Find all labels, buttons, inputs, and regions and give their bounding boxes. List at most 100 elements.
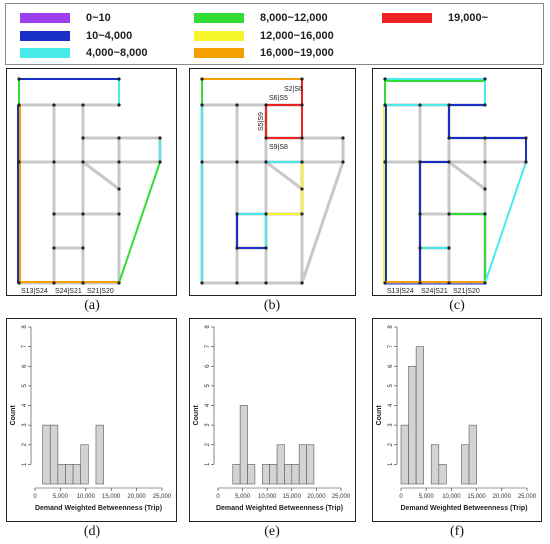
edge-annotation: S24|S21 bbox=[55, 288, 82, 295]
y-tick-label: 4 bbox=[22, 403, 28, 407]
histogram-bar bbox=[298, 444, 307, 485]
edge-annotation: S2|S6 bbox=[284, 86, 303, 93]
legend-item: 8,000~12,000 bbox=[194, 12, 328, 24]
y-tick-label: 2 bbox=[388, 442, 394, 446]
network-panel-a: S13|S24 S24|S21 S21|S20 bbox=[6, 68, 177, 296]
legend-swatch bbox=[194, 31, 244, 41]
histogram-bar bbox=[438, 464, 447, 485]
legend-item: 19,000~ bbox=[382, 12, 488, 24]
y-tick-label: 1 bbox=[22, 462, 28, 466]
legend-item: 16,000~19,000 bbox=[194, 47, 334, 59]
y-tick-label: 3 bbox=[22, 423, 28, 427]
x-tick-label: 0 bbox=[33, 494, 37, 500]
y-tick-label: 7 bbox=[22, 344, 28, 348]
edge-annotation: S13|S24 bbox=[21, 288, 48, 295]
panel-label-a: (a) bbox=[84, 298, 100, 313]
legend-swatch bbox=[20, 13, 70, 23]
y-tick-label: 6 bbox=[388, 364, 394, 368]
x-axis-title: Demand Weighted Betweenness (Trip) bbox=[216, 505, 343, 512]
y-tick-label: 7 bbox=[205, 344, 211, 348]
legend-label: 0~10 bbox=[86, 12, 111, 24]
edge-annotation: S21|S20 bbox=[453, 288, 480, 295]
histogram-bar bbox=[57, 464, 66, 485]
histogram-bar bbox=[306, 444, 315, 485]
histogram-panel-e: 0 5,000 10,000 15,000 20,000 25,000 1 2 3 4 5 6 7 8 De… bbox=[189, 318, 356, 522]
histogram-bar bbox=[284, 464, 293, 485]
histogram-bar bbox=[400, 424, 409, 485]
histogram-f: 0 5,000 10,000 15,000 20,000 25,000 1 2 3 4 5 6 7 8 De… bbox=[376, 325, 537, 512]
legend-item: 0~10 bbox=[20, 12, 111, 24]
x-tick-label: 0 bbox=[399, 494, 403, 500]
histogram-panel-d: 0 5,000 10,000 15,000 20,000 25,000 1 2 3 4 5 6 7 8 De… bbox=[6, 318, 177, 522]
y-tick-label: 8 bbox=[22, 325, 28, 329]
x-tick-label: 0 bbox=[216, 494, 220, 500]
x-tick-label: 5,000 bbox=[235, 494, 251, 500]
y-tick-label: 8 bbox=[205, 325, 211, 329]
y-tick-label: 3 bbox=[388, 423, 394, 427]
y-tick-label: 5 bbox=[22, 384, 28, 388]
panel-label-c: (c) bbox=[449, 298, 465, 313]
histogram-bar bbox=[408, 365, 417, 485]
histogram-bar bbox=[461, 444, 470, 485]
edge-annotation: S9|S8 bbox=[269, 144, 288, 151]
x-tick-label: 20,000 bbox=[127, 494, 146, 500]
network-panel-c: S13|S24 S24|S21 S21|S20 bbox=[372, 68, 542, 296]
edge-annotation: S21|S20 bbox=[87, 288, 114, 295]
y-axis-title: Count bbox=[376, 405, 383, 426]
legend-label: 12,000~16,000 bbox=[260, 30, 334, 42]
panel-label-e: (e) bbox=[264, 524, 280, 539]
x-tick-label: 25,000 bbox=[153, 494, 172, 500]
y-tick-label: 8 bbox=[388, 325, 394, 329]
y-tick-label: 2 bbox=[22, 442, 28, 446]
legend-swatch bbox=[20, 48, 70, 58]
y-tick-label: 3 bbox=[205, 423, 211, 427]
histogram-bar bbox=[72, 464, 82, 485]
network-diagram-a: S13|S24 S24|S21 S21|S20 bbox=[17, 77, 162, 295]
legend-label: 16,000~19,000 bbox=[260, 47, 334, 59]
y-tick-label: 6 bbox=[22, 364, 28, 368]
x-tick-label: 5,000 bbox=[53, 494, 69, 500]
x-tick-label: 5,000 bbox=[419, 494, 435, 500]
legend-swatch bbox=[194, 48, 244, 58]
histogram-d: 0 5,000 10,000 15,000 20,000 25,000 1 2 3 4 5 6 7 8 De… bbox=[10, 325, 172, 512]
x-tick-label: 10,000 bbox=[258, 494, 277, 500]
x-tick-label: 15,000 bbox=[467, 494, 486, 500]
edge-annotation: S24|S21 bbox=[421, 288, 448, 295]
edge-annotation: S5|S9 bbox=[258, 112, 265, 131]
network-panel-b: S2|S6 S6|S5 S5|S9 S9|S8 bbox=[189, 68, 356, 296]
x-axis-title: Demand Weighted Betweenness (Trip) bbox=[400, 505, 527, 512]
histogram-bar bbox=[247, 464, 256, 485]
histogram-e: 0 5,000 10,000 15,000 20,000 25,000 1 2 3 4 5 6 7 8 De… bbox=[193, 325, 351, 512]
legend: 0~10 8,000~12,000 19,000~ 10~4,000 12,00… bbox=[5, 3, 544, 65]
legend-label: 19,000~ bbox=[448, 12, 489, 24]
y-tick-label: 2 bbox=[205, 442, 211, 446]
panel-label-f: (f) bbox=[450, 524, 464, 539]
histogram-bar bbox=[291, 464, 300, 485]
x-tick-label: 20,000 bbox=[493, 494, 512, 500]
legend-item: 10~4,000 bbox=[20, 30, 132, 42]
y-tick-label: 4 bbox=[388, 403, 394, 407]
y-tick-label: 7 bbox=[388, 344, 394, 348]
y-tick-label: 5 bbox=[388, 384, 394, 388]
histogram-panel-f: 0 5,000 10,000 15,000 20,000 25,000 1 2 3 4 5 6 7 8 De… bbox=[372, 318, 542, 522]
histogram-bar bbox=[42, 424, 51, 485]
y-axis-title: Count bbox=[193, 405, 200, 426]
histogram-bar bbox=[80, 444, 89, 485]
histogram-bar bbox=[65, 464, 74, 485]
histogram-bar bbox=[239, 405, 248, 485]
histogram-bar bbox=[95, 424, 104, 485]
y-tick-label: 6 bbox=[205, 364, 211, 368]
x-tick-label: 10,000 bbox=[442, 494, 461, 500]
y-tick-label: 4 bbox=[205, 403, 211, 407]
y-tick-label: 1 bbox=[388, 462, 394, 466]
network-diagram-b: S2|S6 S6|S5 S5|S9 S9|S8 bbox=[200, 77, 345, 285]
histogram-bar bbox=[269, 464, 278, 485]
histogram-bar bbox=[430, 444, 440, 485]
y-tick-label: 5 bbox=[205, 384, 211, 388]
x-tick-label: 10,000 bbox=[77, 494, 96, 500]
x-tick-label: 15,000 bbox=[283, 494, 302, 500]
legend-swatch bbox=[382, 13, 432, 23]
edge-annotation: S13|S24 bbox=[387, 288, 414, 295]
histogram-bar bbox=[261, 464, 270, 485]
legend-swatch bbox=[20, 31, 70, 41]
